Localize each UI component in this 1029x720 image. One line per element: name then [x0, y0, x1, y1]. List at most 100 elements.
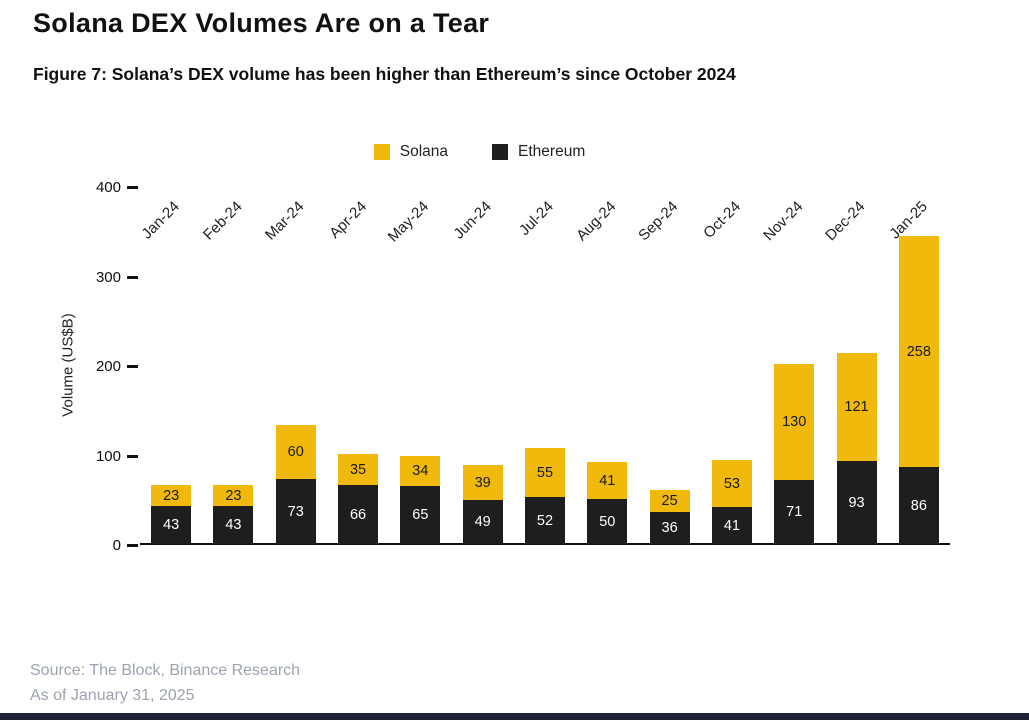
y-tick-400: 400 [93, 179, 138, 196]
bar-value-label: 49 [474, 514, 491, 530]
y-tick-mark [127, 186, 138, 189]
y-axis-label: Volume (US$B) [59, 313, 77, 417]
bar-segment-solana: 35 [338, 454, 379, 485]
bar-segment-solana: 41 [587, 462, 628, 499]
bar-value-label: 39 [474, 474, 491, 491]
chart-footer: Source: The Block, Binance Research As o… [30, 658, 300, 708]
bar-value-label: 60 [287, 444, 304, 460]
bar-value-label: 23 [225, 487, 242, 504]
y-tick-mark [127, 454, 138, 458]
y-tick-label: 100 [95, 447, 121, 465]
y-tick-label: 400 [95, 179, 121, 196]
legend-swatch-solana [373, 144, 390, 160]
bar-value-label: 73 [287, 503, 304, 520]
x-tick-label: Dec-24 [822, 198, 869, 245]
y-tick-mark [127, 365, 138, 368]
legend-swatch-ethereum [492, 144, 509, 160]
y-tick-200: 200 [93, 358, 138, 375]
bar-segment-solana: 39 [462, 465, 503, 500]
chart-legend: Solana Ethereum [0, 143, 994, 161]
source-text: Source: The Block, Binance Research [30, 662, 301, 679]
bar-segment-ethereum: 86 [898, 467, 939, 544]
bar-segment-solana: 25 [649, 490, 690, 512]
y-tick-100: 100 [93, 448, 138, 465]
bar-segment-solana: 23 [151, 485, 192, 506]
bar-value-label: 43 [163, 517, 180, 533]
x-tick-label: Jan-24 [138, 198, 184, 243]
y-axis: 0 100 200 300 400 [88, 179, 138, 554]
bar-value-label: 52 [536, 512, 554, 529]
bar-segment-ethereum: 50 [587, 499, 628, 544]
bar-group-aug-24: 41 50 Aug-24 [573, 186, 638, 544]
x-tick-label: Sep-24 [635, 198, 682, 245]
bar-segment-ethereum: 52 [524, 497, 565, 544]
x-axis-baseline [140, 543, 950, 545]
bar-group-sep-24: 25 36 Sep-24 [635, 186, 700, 544]
bar-segment-solana: 121 [836, 353, 877, 461]
bar-segment-solana: 23 [213, 485, 254, 506]
bar-segment-ethereum: 93 [836, 461, 877, 544]
bar-group-oct-24: 53 41 Oct-24 [700, 186, 763, 544]
bar-value-label: 258 [906, 343, 931, 360]
bar-segment-ethereum: 65 [400, 486, 441, 544]
bar-group-feb-24: 23 43 Feb-24 [199, 186, 264, 544]
x-tick-label: Feb-24 [199, 198, 246, 244]
bar-group-dec-24: 121 93 Dec-24 [822, 186, 887, 544]
y-tick-label: 200 [95, 358, 121, 375]
y-tick-label: 0 [112, 537, 121, 554]
bar-value-label: 93 [848, 494, 865, 511]
bar-segment-ethereum: 43 [213, 506, 254, 544]
bar-value-label: 66 [349, 506, 367, 523]
legend-label: Ethereum [518, 143, 586, 160]
bar-value-label: 50 [599, 513, 616, 530]
bar-value-label: 41 [723, 517, 740, 534]
legend-label: Solana [399, 143, 449, 160]
y-tick-mark [127, 544, 138, 547]
y-tick-300: 300 [93, 269, 138, 286]
bar-group-nov-24: 130 71 Nov-24 [760, 186, 825, 544]
bar-segment-solana: 130 [774, 364, 815, 480]
bar-group-jan-25: 258 86 Jan-25 [886, 186, 950, 544]
bar-value-label: 41 [599, 472, 616, 489]
bar-group-jul-24: 55 52 Jul-24 [514, 186, 576, 544]
y-tick-0: 0 [93, 537, 138, 554]
bar-value-label: 53 [723, 475, 740, 492]
figure-caption: Figure 7: Solana’s DEX volume has been h… [33, 64, 736, 84]
x-tick-label: May-24 [384, 198, 433, 246]
bar-value-label: 34 [412, 463, 429, 479]
bar-value-label: 55 [536, 464, 554, 481]
x-tick-label: Oct-24 [700, 198, 744, 242]
bar-value-label: 130 [782, 414, 807, 430]
bar-segment-solana: 34 [400, 456, 441, 486]
bar-segment-ethereum: 41 [711, 507, 752, 544]
bar-value-label: 43 [225, 517, 242, 533]
bar-segment-solana: 55 [524, 448, 565, 497]
bar-segment-ethereum: 43 [151, 506, 192, 544]
x-tick-label: Jul-24 [516, 198, 558, 239]
page-title: Solana DEX Volumes Are on a Tear [33, 8, 490, 38]
bar-group-mar-24: 60 73 Mar-24 [262, 186, 327, 544]
bar-segment-solana: 60 [275, 425, 316, 479]
bar-segment-ethereum: 66 [338, 485, 379, 544]
y-tick-label: 300 [95, 268, 121, 286]
x-tick-label: Mar-24 [262, 198, 308, 244]
x-tick-label: Aug-24 [573, 198, 620, 245]
bar-group-apr-24: 35 66 Apr-24 [326, 186, 389, 544]
bar-segment-ethereum: 36 [649, 512, 690, 544]
chart-plot-area: 23 43 Jan-24 23 43 Feb-24 60 73 Mar-24 35 66 Apr-24… [138, 186, 950, 545]
bar-value-label: 121 [844, 399, 869, 415]
bar-segment-solana: 53 [711, 460, 752, 507]
bar-group-jan-24: 23 43 Jan-24 [138, 186, 202, 544]
bar-value-label: 65 [412, 507, 429, 523]
x-tick-label: Nov-24 [760, 198, 807, 245]
y-tick-mark [127, 275, 138, 279]
bar-value-label: 35 [349, 461, 367, 478]
x-tick-label: Jun-24 [450, 198, 495, 243]
bar-group-jun-24: 39 49 Jun-24 [450, 186, 514, 544]
bar-segment-ethereum: 73 [275, 479, 316, 544]
bar-value-label: 71 [786, 504, 803, 520]
bar-segment-ethereum: 49 [462, 500, 503, 544]
legend-item-ethereum: Ethereum [492, 143, 585, 161]
as-of-text: As of January 31, 2025 [30, 687, 195, 704]
bar-group-may-24: 34 65 May-24 [385, 186, 451, 544]
